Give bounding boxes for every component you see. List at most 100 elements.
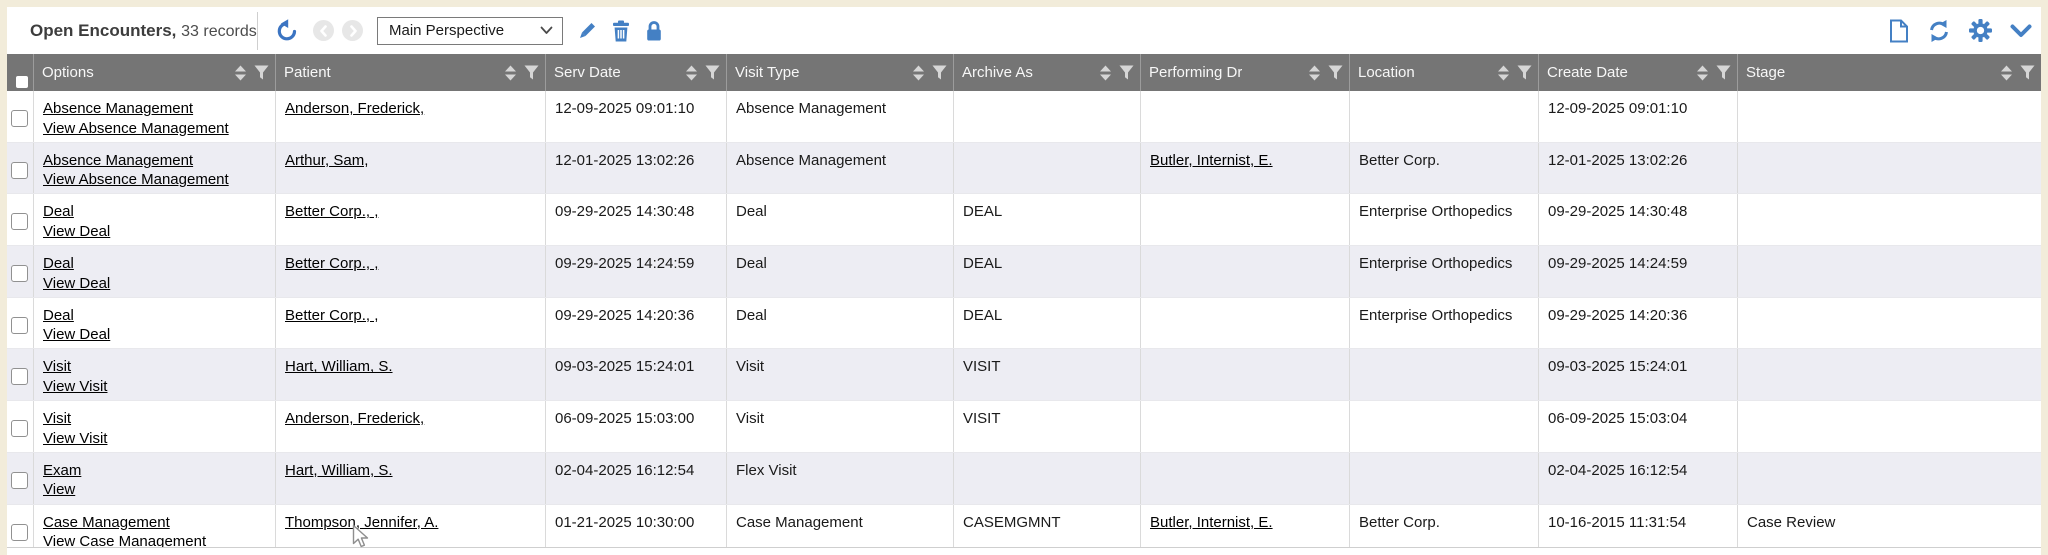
filter-icon[interactable] — [1119, 65, 1134, 80]
view-encounter-link[interactable]: View Deal — [43, 222, 111, 240]
row-checkbox-cell — [7, 246, 34, 297]
column-header-archive-as[interactable]: Archive As — [954, 54, 1141, 91]
sort-icon[interactable] — [1696, 65, 1709, 81]
delete-perspective-button[interactable] — [611, 20, 631, 42]
filter-icon[interactable] — [1517, 65, 1532, 80]
encounter-type-link[interactable]: Visit — [43, 358, 72, 376]
patient-link[interactable]: Anderson, Frederick, — [285, 410, 425, 428]
create-date-cell: 09-03-2025 15:24:01 — [1539, 349, 1738, 401]
perspective-select[interactable]: Main Perspective — [377, 16, 563, 45]
sort-icon[interactable] — [2000, 65, 2013, 81]
row-checkbox[interactable] — [11, 420, 28, 438]
row-checkbox-cell — [7, 452, 34, 504]
patient-link[interactable]: Thompson, Jennifer, A. — [285, 513, 439, 531]
column-header-performing-dr[interactable]: Performing Dr — [1141, 54, 1350, 91]
table-row: Deal View Deal Better Corp., , 09-29-202… — [7, 297, 2041, 350]
sort-icon[interactable] — [685, 65, 698, 81]
row-checkbox[interactable] — [11, 316, 28, 334]
view-encounter-link[interactable]: View Visit — [43, 377, 108, 395]
serv-date-cell: 09-03-2025 15:24:01 — [546, 349, 727, 401]
performing-dr-cell — [1141, 246, 1350, 297]
edit-perspective-button[interactable] — [577, 20, 598, 41]
view-encounter-link[interactable]: View Deal — [43, 326, 111, 344]
row-checkbox[interactable] — [11, 110, 28, 127]
sort-icon[interactable] — [234, 65, 247, 81]
patient-link[interactable]: Better Corp., , — [285, 203, 379, 221]
undo-button[interactable] — [275, 18, 299, 43]
column-header-patient[interactable]: Patient — [276, 54, 546, 91]
column-header-location[interactable]: Location — [1350, 54, 1539, 91]
column-header-stage[interactable]: Stage — [1738, 54, 2041, 91]
filter-icon[interactable] — [1328, 65, 1343, 80]
filter-icon[interactable] — [705, 65, 720, 80]
table-row: Visit View Visit Anderson, Frederick, 06… — [7, 401, 2041, 453]
new-record-button[interactable] — [1889, 19, 1909, 43]
table-body: Absence Management View Absence Manageme… — [7, 91, 2041, 549]
trash-icon — [613, 20, 629, 41]
create-date-cell: 09-29-2025 14:30:48 — [1539, 194, 1738, 246]
filter-icon[interactable] — [254, 65, 269, 80]
view-encounter-link[interactable]: View Absence Management — [43, 119, 229, 137]
sort-icon[interactable] — [1099, 65, 1112, 81]
options-cell: Visit View Visit — [34, 401, 276, 452]
new-document-icon — [1890, 19, 1908, 42]
stage-cell — [1738, 298, 2041, 349]
view-encounter-link[interactable]: View — [43, 481, 76, 499]
stage-cell — [1738, 143, 2041, 194]
view-encounter-link[interactable]: View Deal — [43, 274, 111, 292]
column-header-visit-type[interactable]: Visit Type — [727, 54, 954, 91]
sort-icon[interactable] — [1308, 65, 1321, 81]
select-all-checkbox[interactable] — [7, 54, 34, 91]
history-back-button[interactable] — [313, 20, 334, 41]
filter-icon[interactable] — [1716, 65, 1731, 80]
performing-dr-link[interactable]: Butler, Internist, E. — [1150, 151, 1273, 169]
view-encounter-link[interactable]: View Absence Management — [43, 171, 229, 189]
encounter-type-link[interactable]: Exam — [43, 461, 82, 479]
patient-link[interactable]: Anderson, Frederick, — [285, 100, 425, 117]
encounter-type-link[interactable]: Absence Management — [43, 100, 194, 117]
encounter-type-link[interactable]: Visit — [43, 410, 72, 428]
create-date-cell: 09-29-2025 14:24:59 — [1539, 246, 1738, 297]
encounter-type-link[interactable]: Deal — [43, 306, 74, 324]
table-row: Deal View Deal Better Corp., , 09-29-202… — [7, 246, 2041, 298]
row-checkbox[interactable] — [11, 265, 28, 283]
row-checkbox[interactable] — [11, 523, 28, 541]
row-checkbox[interactable] — [11, 471, 28, 489]
encounter-type-link[interactable]: Case Management — [43, 513, 170, 531]
encounter-type-link[interactable]: Absence Management — [43, 151, 194, 169]
row-checkbox[interactable] — [11, 368, 28, 386]
sort-icon[interactable] — [504, 65, 517, 81]
sort-icon[interactable] — [912, 65, 925, 81]
patient-link[interactable]: Hart, William, S. — [285, 461, 393, 479]
encounter-type-link[interactable]: Deal — [43, 255, 74, 273]
patient-cell: Better Corp., , — [276, 297, 546, 349]
history-forward-button[interactable] — [342, 20, 363, 41]
view-encounter-link[interactable]: View Visit — [43, 429, 108, 447]
column-header-options[interactable]: Options — [34, 54, 276, 91]
lock-perspective-button[interactable] — [644, 20, 664, 42]
row-checkbox[interactable] — [11, 161, 28, 179]
column-header-create-date[interactable]: Create Date — [1539, 54, 1738, 91]
refresh-button[interactable] — [1927, 19, 1951, 43]
performing-dr-cell — [1141, 91, 1350, 142]
filter-icon[interactable] — [932, 65, 947, 80]
encounter-type-link[interactable]: Deal — [43, 203, 74, 221]
view-encounter-link[interactable]: View Case Management — [43, 533, 207, 548]
collapse-panel-button[interactable] — [2010, 24, 2032, 38]
sort-icon[interactable] — [1497, 65, 1510, 81]
serv-date-cell: 12-09-2025 09:01:10 — [546, 91, 727, 142]
patient-link[interactable]: Better Corp., , — [285, 306, 379, 324]
performing-dr-cell — [1141, 401, 1350, 452]
patient-link[interactable]: Better Corp., , — [285, 255, 379, 273]
archive-as-cell — [954, 91, 1141, 142]
performing-dr-cell — [1141, 297, 1350, 349]
column-header-serv-date[interactable]: Serv Date — [546, 54, 727, 91]
filter-icon[interactable] — [2020, 65, 2035, 80]
row-checkbox[interactable] — [11, 213, 28, 231]
patient-link[interactable]: Arthur, Sam, — [285, 151, 369, 169]
patient-cell: Better Corp., , — [276, 194, 546, 246]
settings-button[interactable] — [1969, 19, 1992, 42]
patient-link[interactable]: Hart, William, S. — [285, 358, 393, 376]
filter-icon[interactable] — [524, 65, 539, 80]
performing-dr-link[interactable]: Butler, Internist, E. — [1150, 513, 1273, 531]
